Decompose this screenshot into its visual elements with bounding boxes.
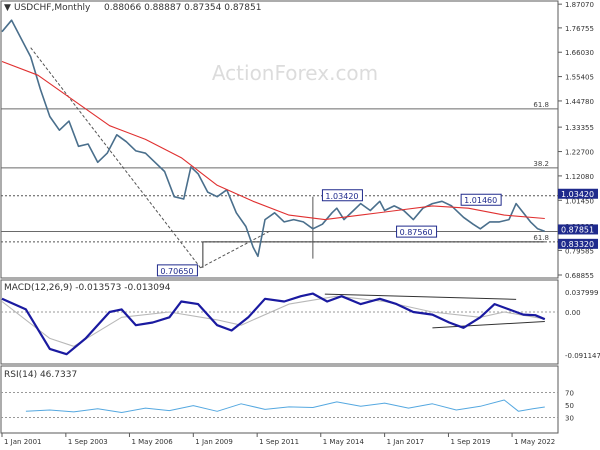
price-tick-label-6: 1.22700 [565, 149, 594, 157]
rsi-lines [1, 392, 558, 418]
rsi-series [25, 399, 545, 413]
price-series [1, 19, 546, 258]
price-tick-label-4: 1.44780 [565, 98, 594, 106]
rsi-tick-label-1: 50 [565, 402, 574, 410]
annot-high-2014: 1.03420 [325, 192, 358, 201]
x-tick-label-2: 1 May 2006 [131, 438, 173, 446]
level-label-4: 61.8 [533, 234, 549, 242]
price-annotations: 1.03420 1.01460 0.87560 0.70650 [156, 189, 502, 277]
annot-high-2021: 1.01460 [464, 196, 497, 205]
price-tick-label-5: 1.33355 [565, 124, 594, 132]
annot-high-2021-box [460, 193, 502, 206]
x-tick-label-6: 1 Jan 2017 [387, 438, 425, 446]
symbol-label: USDCHF,Monthly [14, 3, 91, 13]
annot-low-2019-box [396, 225, 438, 238]
macd-tick-label-0: 0.037999 [565, 289, 598, 297]
price-lines [1, 19, 546, 258]
ohlc-label: 0.88066 0.88887 0.87354 0.87851 [104, 3, 261, 13]
macd-panel-frame [0, 279, 559, 365]
level-label-0: 61.8 [533, 101, 549, 109]
macd-lines [1, 292, 558, 356]
trend-line-down [30, 47, 201, 269]
rsi-panel-frame [0, 365, 559, 434]
price-axis: 1.87070 1.76755 1.66030 1.55405 1.44780 1.333… [558, 1, 598, 280]
trend-line-up [200, 230, 271, 269]
annot-low-2011: 0.70650 [160, 267, 193, 276]
x-tick-label-1: 1 Sep 2003 [68, 438, 108, 446]
price-tag-1-bg [558, 188, 598, 199]
rsi-tick-label-0: 70 [565, 390, 574, 398]
price-tick-label-0: 1.87070 [565, 1, 594, 9]
price-tick-label-10: 0.79585 [565, 247, 594, 255]
rsi-tick-label-2: 30 [565, 415, 574, 423]
macd-axis: 0.037999 0.00 -0.091147 [565, 289, 600, 360]
x-tick-label-7: 1 Sep 2019 [450, 438, 490, 446]
rsi-title: RSI(14) 46.7337 [4, 370, 77, 380]
price-tag-2: 0.87851 [561, 225, 594, 234]
annot-low-2019: 0.87560 [400, 228, 433, 237]
x-tick-label-8: 1 May 2022 [514, 438, 555, 446]
price-tick-label-8: 1.01450 [565, 197, 594, 205]
macd-signal-series [1, 295, 545, 347]
svg-text:▼: ▼ [4, 3, 11, 13]
price-panel-frame [0, 0, 559, 279]
price-panel-title: ▼ USDCHF,Monthly 0.88066 0.88887 0.87354… [4, 3, 261, 13]
price-tick-label-3: 1.55405 [565, 74, 594, 82]
macd-series [1, 292, 546, 356]
price-tag-2-bg [558, 224, 598, 235]
price-tag-3: 0.83320 [561, 240, 594, 249]
price-tick-label-2: 1.66030 [565, 49, 594, 57]
price-tag-1: 1.03420 [561, 190, 594, 199]
macd-tick-label-2: -0.091147 [565, 352, 600, 360]
x-tick-label-0: 1 Jan 2001 [4, 438, 42, 446]
price-tick-label-7: 1.12080 [565, 173, 594, 181]
x-tick-label-3: 1 Jan 2009 [195, 438, 233, 446]
x-axis: 1 Jan 2001 1 Sep 2003 1 May 2006 1 Jan 2009… [1, 433, 555, 446]
price-tick-label-11: 0.68855 [565, 272, 594, 280]
x-tick-label-4: 1 Sep 2011 [259, 438, 299, 446]
annot-high-2014-box [321, 189, 363, 202]
macd-triangle-top [324, 293, 517, 300]
rsi-axis: 70 50 30 [565, 390, 574, 423]
level-label-1: 38.2 [533, 160, 549, 168]
macd-tick-label-1: 0.00 [565, 309, 581, 317]
x-tick-label-5: 1 May 2014 [323, 438, 365, 446]
macd-title: MACD(12,26,9) -0.013573 -0.013094 [4, 283, 171, 293]
price-tag-3-bg [558, 238, 598, 249]
macd-triangle-bottom [432, 320, 545, 329]
annot-low-2011-box [156, 264, 198, 277]
price-tick-label-1: 1.76755 [565, 25, 594, 33]
sma-series [1, 60, 545, 221]
watermark: ActionForex.com [212, 61, 378, 85]
